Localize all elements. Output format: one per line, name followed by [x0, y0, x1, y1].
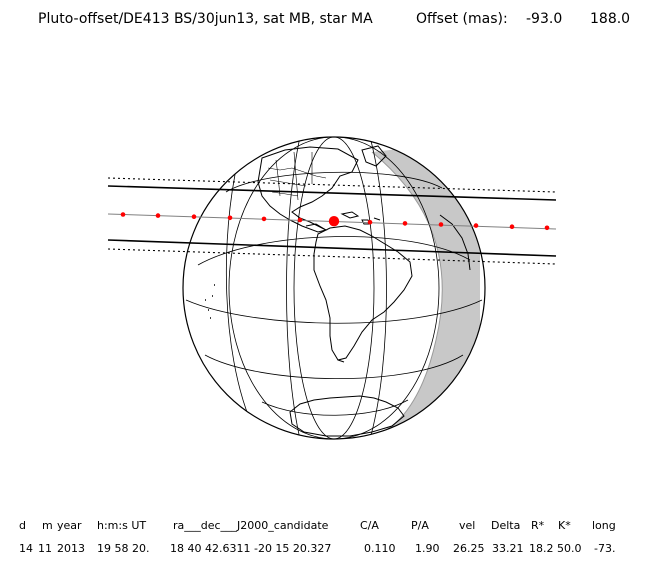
col-header-ca: C/A [360, 519, 379, 532]
col-header-day: d [19, 519, 26, 532]
time-mark [191, 214, 197, 219]
cell-day: 14 [19, 542, 33, 555]
cell-month: 11 [38, 542, 52, 555]
time-mark [438, 222, 444, 227]
globe-disk [183, 137, 485, 439]
col-header-k-star: K* [558, 519, 571, 532]
plot-title: Pluto-offset/DE413 BS/30jun13, sat MB, s… [38, 11, 373, 27]
parallel [185, 299, 483, 324]
terminator-inner [371, 151, 443, 432]
cell-year: 2013 [57, 542, 85, 555]
cell-vel: 26.25 [453, 542, 485, 555]
time-mark [297, 217, 303, 223]
col-header-pa: P/A [411, 519, 429, 532]
cell-pa: 1.90 [415, 542, 440, 555]
pacific-islands [205, 284, 215, 319]
meridian [369, 137, 387, 439]
closest-approach-mark [328, 216, 340, 227]
time-marks [120, 212, 550, 231]
offset-ra-value: -93.0 [526, 11, 563, 27]
cell-delta: 33.21 [492, 542, 524, 555]
cell-long: -73. [594, 542, 616, 555]
time-mark [473, 223, 479, 228]
meridian [293, 137, 375, 439]
south-limit [107, 239, 557, 257]
col-header-month: m [42, 519, 53, 532]
time-mark [227, 215, 233, 221]
col-header-delta: Delta [491, 519, 521, 532]
col-header-year: year [57, 519, 82, 532]
offset-dec-value: 188.0 [590, 11, 631, 27]
time-mark [509, 224, 515, 229]
meridian [228, 137, 440, 439]
coastlines [205, 145, 471, 437]
greenland-coast [361, 145, 387, 167]
col-header-coords: ra___dec___J2000_candidate [173, 519, 329, 532]
time-mark [402, 221, 408, 226]
parallel [197, 236, 471, 266]
time-mark [367, 220, 373, 225]
cell-coords: 18 40 42.6311 -20 15 20.327 [170, 542, 332, 555]
south-america-coast [313, 225, 413, 361]
globe [182, 136, 486, 440]
time-mark [544, 225, 550, 231]
parallel [204, 354, 464, 380]
cell-ca: 0.110 [364, 542, 396, 555]
col-header-long: long [592, 519, 616, 532]
col-header-r-star: R* [531, 519, 545, 532]
north-limit [107, 185, 557, 201]
cell-time: 19 58 20. [97, 542, 150, 555]
tierra-del-fuego [337, 359, 345, 363]
meridian [225, 159, 251, 421]
antarctica-coast [289, 395, 405, 437]
africa-coast [439, 214, 471, 271]
col-header-vel: vel [459, 519, 476, 532]
parallel [225, 171, 443, 193]
meridian [286, 137, 301, 439]
cell-r-star: 18.2 [529, 542, 554, 555]
time-mark [155, 213, 161, 218]
globe-limb [182, 136, 486, 440]
central-america-coast [305, 223, 327, 231]
cell-k-star: 50.0 [557, 542, 582, 555]
offset-label: Offset (mas): [416, 11, 508, 27]
graticule [185, 137, 483, 439]
time-mark [120, 212, 126, 217]
col-header-time: h:m:s UT [97, 519, 147, 532]
night-side-shading [372, 140, 480, 431]
time-mark [261, 216, 267, 222]
us-state-borders [267, 151, 327, 201]
